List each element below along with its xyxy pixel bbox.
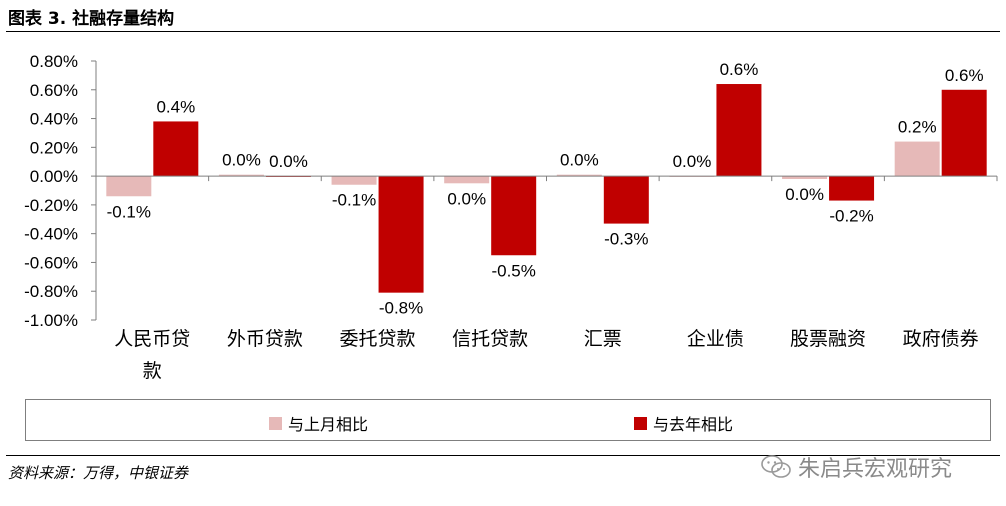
data-label-series-2-6: 0.6% bbox=[720, 60, 759, 79]
source-note: 资料来源：万得，中银证券 bbox=[8, 464, 189, 482]
y-tick-label: -0.60% bbox=[24, 253, 78, 272]
data-label-series-1-6: 0.0% bbox=[673, 152, 712, 171]
data-label-series-2-1: 0.4% bbox=[156, 97, 195, 116]
watermark-text: 朱启兵宏观研究 bbox=[798, 457, 953, 482]
x-tick-label: 企业债 bbox=[687, 328, 744, 350]
bar-series-2-7 bbox=[829, 176, 875, 201]
title-divider bbox=[6, 31, 1000, 32]
bar-series-2-4 bbox=[491, 176, 537, 256]
wechat-icon bbox=[761, 455, 791, 478]
bar-series-2-6 bbox=[716, 84, 762, 177]
y-tick-label: 0.60% bbox=[30, 81, 78, 100]
x-tick-label-line: 人民币贷 bbox=[114, 328, 190, 350]
data-label-series-1-2: 0.0% bbox=[222, 151, 261, 170]
data-label-series-2-8: 0.6% bbox=[945, 66, 984, 85]
y-tick-label: -0.80% bbox=[24, 282, 78, 301]
source-divider bbox=[6, 455, 1000, 456]
bar-series-1-2 bbox=[218, 174, 264, 177]
x-tick-label-line: 委托贷款 bbox=[340, 328, 416, 350]
legend-label-series-1: 与上月相比 bbox=[288, 415, 369, 434]
data-label-series-2-3: -0.8% bbox=[379, 299, 423, 318]
bar-series-1-3 bbox=[331, 176, 377, 185]
data-label-series-1-5: 0.0% bbox=[560, 151, 599, 170]
bar-series-2-3 bbox=[378, 176, 424, 293]
bar-series-1-1 bbox=[106, 176, 152, 197]
legend: 与上月相比 与去年相比 bbox=[25, 399, 991, 441]
x-tick-label: 股票融资 bbox=[790, 328, 866, 350]
x-tick-label: 委托贷款 bbox=[340, 328, 416, 350]
bar-series-1-8 bbox=[894, 141, 940, 177]
data-label-series-2-7: -0.2% bbox=[829, 207, 873, 226]
legend-swatch-series-2 bbox=[634, 416, 647, 430]
y-tick-label: 0.80% bbox=[30, 52, 78, 71]
data-label-series-1-7: 0.0% bbox=[785, 185, 824, 204]
bar-series-2-1 bbox=[153, 121, 199, 177]
data-label-series-2-2: 0.0% bbox=[269, 152, 308, 171]
bar-series-2-8 bbox=[941, 89, 987, 177]
x-axis: 人民币贷款 外币贷款 委托贷款 信托贷款 汇票 企业债 股票融资 政府债券 bbox=[95, 175, 998, 382]
x-tick-label: 信托贷款 bbox=[452, 328, 528, 350]
x-tick-label: 汇票 bbox=[584, 328, 622, 350]
y-tick-label: -0.20% bbox=[24, 196, 78, 215]
y-tick-label: -0.40% bbox=[24, 225, 78, 244]
data-label-series-1-1: -0.1% bbox=[107, 202, 151, 221]
x-tick-label-line: 汇票 bbox=[584, 328, 622, 350]
bar-series-1-5 bbox=[556, 174, 602, 177]
watermark: 朱启兵宏观研究 bbox=[760, 451, 952, 483]
x-tick-label: 人民币贷款 bbox=[114, 328, 190, 382]
x-tick-label-line: 款 bbox=[143, 360, 162, 382]
legend-label-series-2: 与去年相比 bbox=[653, 415, 734, 434]
data-label-series-1-3: -0.1% bbox=[332, 191, 376, 210]
bar-series-1-4 bbox=[444, 176, 490, 184]
legend-swatch-series-1 bbox=[269, 416, 282, 430]
x-tick-label: 政府债券 bbox=[903, 328, 979, 350]
chart-title: 图表 3. 社融存量结构 bbox=[8, 9, 175, 29]
data-label-series-2-4: -0.5% bbox=[491, 261, 535, 280]
x-tick-label-line: 企业债 bbox=[687, 328, 744, 350]
x-tick-label: 外币贷款 bbox=[227, 328, 303, 350]
data-label-series-1-4: 0.0% bbox=[447, 189, 486, 208]
bar-series-2-5 bbox=[603, 176, 649, 224]
x-tick-label-line: 外币贷款 bbox=[227, 328, 303, 350]
y-tick-label: -1.00% bbox=[24, 311, 78, 330]
data-label-series-2-5: -0.3% bbox=[604, 230, 648, 249]
y-tick-label: 0.40% bbox=[30, 110, 78, 129]
x-tick-label-line: 信托贷款 bbox=[452, 328, 528, 350]
x-tick-label-line: 政府债券 bbox=[903, 328, 979, 350]
legend-item-series-2: 与去年相比 bbox=[634, 411, 733, 435]
bar-series-1-7 bbox=[782, 176, 828, 179]
bars bbox=[106, 84, 987, 293]
bar-chart: 0.80% 0.60% 0.40% 0.20% 0.00% -0.20% -0.40% -0.… bbox=[24, 52, 998, 382]
data-label-series-1-8: 0.2% bbox=[898, 118, 937, 137]
x-tick-label-line: 股票融资 bbox=[790, 328, 866, 350]
y-tick-label: 0.20% bbox=[30, 138, 78, 157]
y-tick-label: 0.00% bbox=[30, 167, 78, 186]
y-axis: 0.80% 0.60% 0.40% 0.20% 0.00% -0.20% -0.40% -0.… bbox=[24, 52, 97, 330]
data-labels: -0.1% 0.4% 0.0% 0.0% -0.1% -0.8% 0.0% -0.5% 0.0%… bbox=[107, 60, 984, 318]
legend-item-series-1: 与上月相比 bbox=[269, 411, 368, 435]
